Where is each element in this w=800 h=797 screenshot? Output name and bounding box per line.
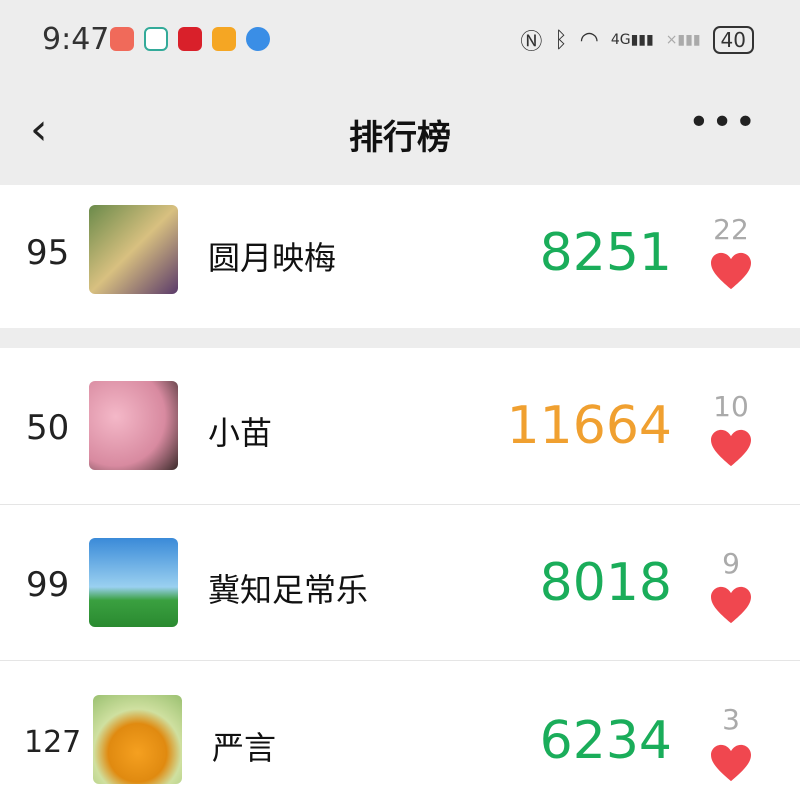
step-count: 6234 [539,711,672,771]
heart-icon[interactable] [709,743,753,783]
divider [0,504,800,505]
status-bar: 9:47 Ⓝ ᛒ ◠ 4G▮▮▮ ×▮▮▮ 40 [0,0,800,80]
app-notification-icon [178,27,202,51]
notification-icons [110,27,270,51]
like-count: 9 [722,547,740,580]
page-title: 排行榜 [349,118,451,158]
like-count: 3 [722,703,740,736]
like-count: 10 [713,390,749,423]
avatar[interactable] [89,538,178,627]
heart-icon[interactable] [709,585,753,625]
avatar[interactable] [89,381,178,470]
more-icon[interactable]: ••• [688,102,758,143]
user-name: 冀知足常乐 [208,571,369,609]
heart-icon[interactable] [709,428,753,468]
user-name: 小苗 [208,414,273,452]
rank-number: 95 [26,233,70,273]
system-icons: Ⓝ ᛒ ◠ 4G▮▮▮ ×▮▮▮ 40 [520,24,754,56]
user-name: 圆月映梅 [208,239,337,277]
nav-header: ‹ 排行榜 ••• [0,80,800,185]
app-notification-icon [110,27,134,51]
nfc-icon: Ⓝ [520,30,543,55]
signal-empty-icon: ×▮▮▮ [665,32,701,48]
browser-notification-icon [246,27,270,51]
heart-icon[interactable] [709,251,753,291]
battery-icon: 40 [712,26,754,54]
bluetooth-icon: ᛒ [554,27,568,53]
status-time: 9:47 [42,22,110,57]
chevron-left-icon[interactable]: ‹ [30,104,48,155]
my-rank-row[interactable]: 95 圆月映梅 8251 22 [0,185,800,328]
avatar[interactable] [93,695,182,784]
rank-number: 50 [26,408,70,448]
rank-number: 127 [24,725,82,760]
signal-icon: 4G▮▮▮ [610,32,654,48]
rank-row[interactable]: 99 冀知足常乐 8018 9 [0,505,800,660]
divider [0,660,800,661]
rank-row[interactable]: 127 严言 6234 3 [0,661,800,797]
user-name: 严言 [212,729,277,767]
wifi-icon: ◠ [579,27,599,53]
step-count: 11664 [506,396,672,456]
avatar[interactable] [89,205,178,294]
step-count: 8251 [539,223,672,283]
like-count: 22 [713,213,749,246]
rank-row[interactable]: 50 小苗 11664 10 [0,348,800,504]
video-notification-icon [212,27,236,51]
chat-notification-icon [144,27,168,51]
rank-number: 99 [26,565,70,605]
step-count: 8018 [539,553,672,613]
